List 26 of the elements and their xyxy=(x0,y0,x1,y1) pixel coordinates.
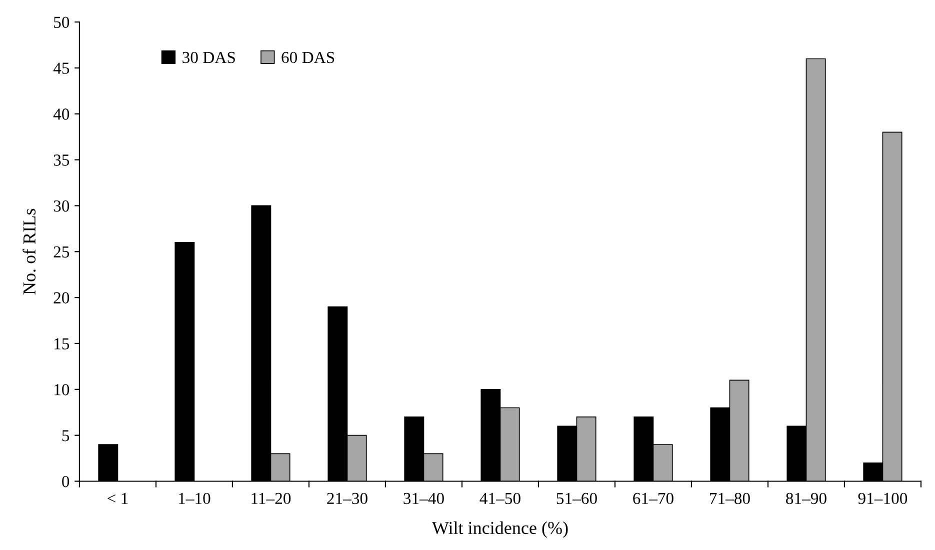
y-tick-label: 25 xyxy=(54,246,70,258)
x-tick-label: 31–40 xyxy=(404,492,444,504)
x-tick-label: 1–10 xyxy=(179,492,210,504)
x-tick-label: 41–50 xyxy=(480,492,520,504)
y-axis-title: No. of RILs xyxy=(22,208,36,294)
x-tick-label: 11–20 xyxy=(252,492,291,504)
legend-label: 30 DAS xyxy=(182,52,235,64)
y-tick-label: 30 xyxy=(54,200,70,212)
x-tick-label: 51–60 xyxy=(556,492,597,504)
y-tick-label: 50 xyxy=(54,16,70,28)
y-tick-label: 5 xyxy=(62,430,70,442)
y-tick-label: 0 xyxy=(62,476,70,488)
y-tick-label: 35 xyxy=(54,154,70,166)
y-tick-label: 20 xyxy=(54,292,70,304)
x-tick-label: 71–80 xyxy=(710,492,750,504)
x-tick-label: 81–90 xyxy=(786,492,826,504)
y-tick-label: 10 xyxy=(54,384,70,396)
y-tick-label: 40 xyxy=(53,108,70,120)
x-tick-label: 91–100 xyxy=(858,492,908,504)
legend-label: 60 DAS xyxy=(282,52,334,64)
x-tick-label: < 1 xyxy=(108,492,128,504)
x-axis-title: Wilt incidence (%) xyxy=(432,521,568,538)
y-tick-label: 45 xyxy=(53,62,70,74)
x-tick-label: 21–30 xyxy=(327,492,368,504)
x-tick-label: 61–70 xyxy=(633,492,674,504)
y-tick-label: 15 xyxy=(54,338,70,350)
